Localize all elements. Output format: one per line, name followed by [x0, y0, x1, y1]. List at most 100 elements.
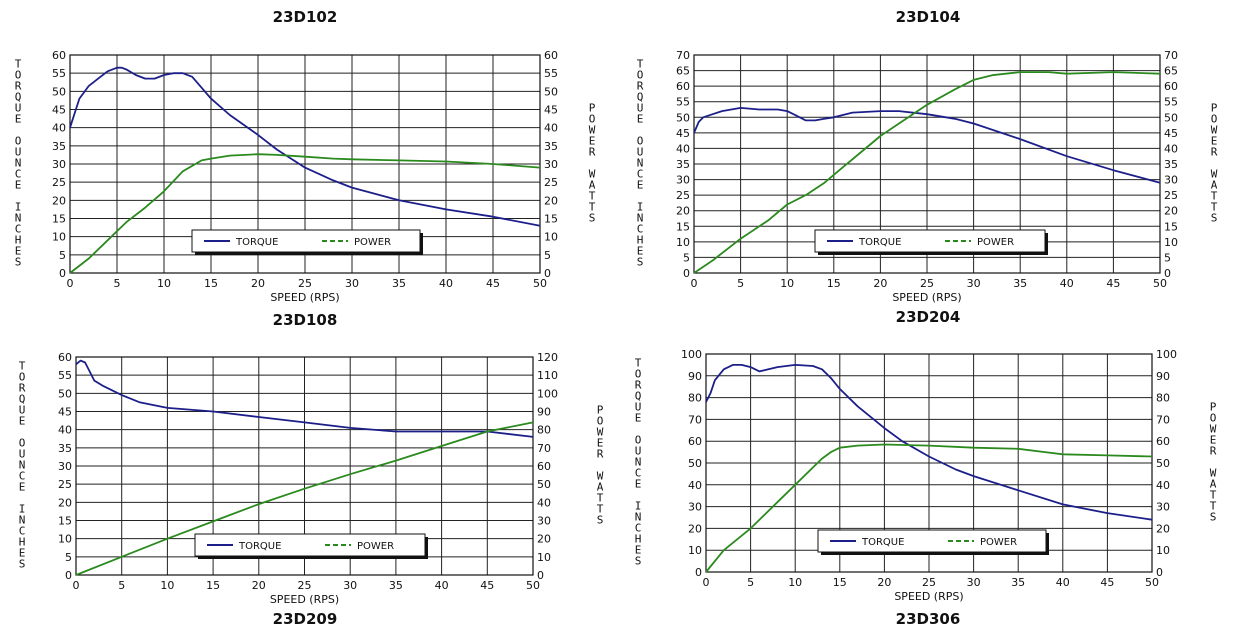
x-tick-label: 20	[877, 576, 891, 589]
legend-label-power: POWER	[357, 541, 394, 552]
y-tick-label: 10	[676, 236, 690, 249]
y2-tick-label: 40	[1164, 142, 1178, 155]
y2-tick-label: 40	[1156, 479, 1170, 492]
series-line-torque	[69, 66, 541, 227]
y-tick-label: 55	[52, 67, 66, 80]
y-tick-label: 5	[683, 251, 690, 264]
y-tick-label: 30	[58, 460, 72, 473]
x-tick-label: 45	[480, 579, 494, 592]
series-line-torque	[693, 107, 1161, 184]
y2-tick-label: 70	[537, 442, 551, 455]
y-tick-label: 80	[688, 392, 702, 405]
legend-label-torque: TORQUE	[861, 537, 904, 548]
x-tick-label: 30	[967, 277, 981, 290]
x-tick-label: 30	[345, 277, 359, 290]
x-tick-label: 15	[827, 277, 841, 290]
y-tick-label: 45	[58, 406, 72, 419]
y-tick-label: 70	[676, 49, 690, 62]
legend-label-torque: TORQUE	[858, 237, 901, 248]
y2-tick-label: 55	[1164, 96, 1178, 109]
y2-tick-label: 30	[1156, 501, 1170, 514]
y2-tick-label: 30	[544, 158, 558, 171]
y-tick-label: 25	[58, 478, 72, 491]
chart-title: 23D108	[273, 311, 338, 329]
x-tick-label: 30	[967, 576, 981, 589]
y-tick-label: 90	[688, 370, 702, 383]
y-tick-label: 0	[59, 267, 66, 280]
y-tick-label: 100	[681, 348, 702, 361]
legend-label-power: POWER	[980, 537, 1017, 548]
plot-frame	[69, 54, 541, 274]
y2-tick-label: 120	[537, 351, 558, 364]
y2-tick-label: 45	[1164, 127, 1178, 140]
x-tick-label: 25	[920, 277, 934, 290]
y-tick-label: 40	[688, 479, 702, 492]
y-tick-label: 20	[676, 205, 690, 218]
x-tick-label: 45	[1100, 576, 1114, 589]
y-tick-label: 35	[52, 140, 66, 153]
y-tick-label: 20	[52, 194, 66, 207]
y2-tick-label: 35	[1164, 158, 1178, 171]
x-axis-label: SPEED (RPS)	[894, 590, 963, 603]
x-tick-label: 20	[251, 277, 265, 290]
legend-box	[817, 529, 1047, 553]
y2-tick-label: 15	[544, 213, 558, 226]
y2-tick-label: 20	[537, 533, 551, 546]
y2-tick-label: 0	[544, 267, 551, 280]
y2-tick-label: 100	[1156, 348, 1177, 361]
x-tick-label: 5	[737, 277, 744, 290]
x-tick-label: 40	[1060, 277, 1074, 290]
y2-tick-label: 60	[544, 49, 558, 62]
y-tick-label: 20	[688, 522, 702, 535]
y2-tick-label: 0	[1164, 267, 1171, 280]
y-tick-label: 10	[52, 231, 66, 244]
x-tick-label: 45	[486, 277, 500, 290]
y-tick-label: 50	[688, 457, 702, 470]
x-tick-label: 5	[118, 579, 125, 592]
y-tick-label: 10	[688, 544, 702, 557]
y-tick-label: 15	[58, 515, 72, 528]
y-tick-label: 60	[688, 435, 702, 448]
x-tick-label: 10	[160, 579, 174, 592]
x-tick-label: 50	[526, 579, 540, 592]
x-tick-label: 25	[298, 579, 312, 592]
y2-tick-label: 20	[544, 194, 558, 207]
x-tick-label: 45	[1106, 277, 1120, 290]
series-line-power	[693, 71, 1161, 274]
y-tick-label: 35	[58, 442, 72, 455]
x-tick-label: 40	[439, 277, 453, 290]
y2-tick-label: 5	[1164, 251, 1171, 264]
y2-tick-label: 40	[544, 122, 558, 135]
y-tick-label: 25	[676, 189, 690, 202]
y-tick-label: 0	[65, 569, 72, 582]
y-tick-label: 60	[58, 351, 72, 364]
y2-tick-label: 50	[537, 478, 551, 491]
y2-tick-label: 25	[544, 176, 558, 189]
legend-label-power: POWER	[354, 237, 391, 248]
x-tick-label: 25	[922, 576, 936, 589]
y2-tick-label: 10	[537, 551, 551, 564]
series-line-torque	[75, 359, 534, 438]
chart-title: 23D104	[896, 8, 961, 26]
x-tick-label: 10	[157, 277, 171, 290]
x-axis-label: SPEED (RPS)	[270, 291, 339, 304]
plot-frame	[75, 356, 534, 576]
y-tick-label: 15	[52, 213, 66, 226]
legend-label-torque: TORQUE	[238, 541, 281, 552]
x-axis-label: SPEED (RPS)	[892, 291, 961, 304]
y-tick-label: 0	[683, 267, 690, 280]
x-axis-label: SPEED (RPS)	[270, 593, 339, 606]
y2-tick-label: 110	[537, 369, 558, 382]
y2-tick-label: 15	[1164, 220, 1178, 233]
x-tick-label: 50	[1153, 277, 1167, 290]
series-line-power	[69, 153, 541, 274]
x-tick-label: 10	[780, 277, 794, 290]
y2-tick-label: 60	[1164, 80, 1178, 93]
x-tick-label: 35	[389, 579, 403, 592]
y2-tick-label: 90	[1156, 370, 1170, 383]
